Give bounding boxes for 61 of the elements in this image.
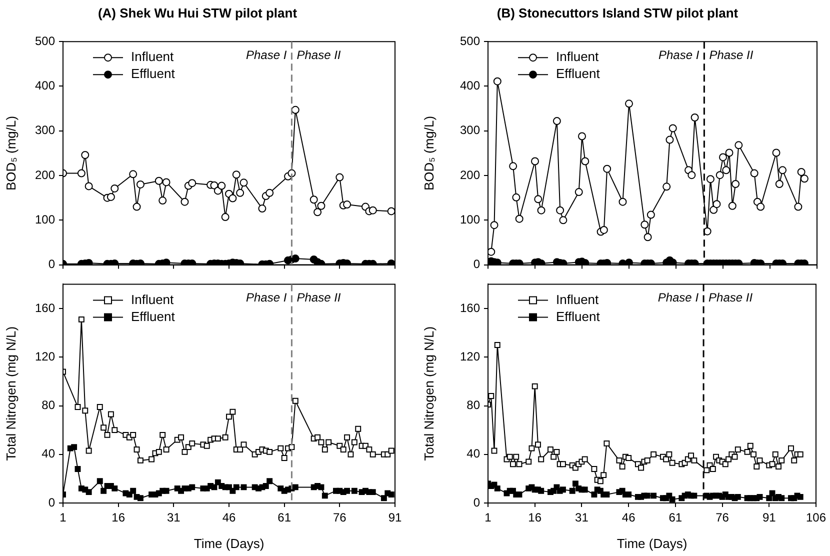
legend-label: Effluent: [556, 308, 600, 324]
annotation: Phase II: [708, 290, 754, 305]
x-tick-label: 1: [60, 510, 67, 525]
x-tick-label: 106: [806, 510, 826, 525]
x-tick-label: 46: [222, 510, 236, 525]
chart-title: (B) Stonecuttors Island STW pilot plant: [496, 5, 739, 20]
legend-label: Influent: [131, 49, 174, 64]
x-axis-title: Time (Days): [194, 536, 264, 551]
y-tick-label: 40: [42, 446, 56, 461]
x-axis-title: Time (Days): [616, 536, 688, 551]
legend-label: Influent: [131, 292, 174, 307]
x-tick-label: 16: [112, 510, 126, 525]
y-tick-label: 80: [466, 398, 480, 412]
x-tick-label: 91: [762, 510, 776, 525]
x-tick-label: 46: [622, 510, 636, 525]
annotation: Phase I: [246, 290, 288, 305]
legend-label: Effluent: [131, 66, 176, 82]
y-axis-title: BOD₅ (mg/L): [421, 116, 436, 190]
x-tick-label: 76: [716, 510, 730, 525]
y-tick-label: 80: [42, 398, 56, 412]
x-tick-label: 61: [668, 510, 682, 525]
y-tick-label: 0: [48, 495, 56, 510]
y-tick-label: 0: [48, 257, 56, 272]
y-tick-label: 100: [34, 212, 56, 226]
y-tick-label: 100: [460, 212, 480, 226]
y-tick-label: 400: [460, 78, 480, 93]
y-tick-label: 120: [34, 349, 56, 364]
x-tick-label: 31: [575, 510, 589, 525]
x-tick-label: 16: [528, 510, 542, 525]
y-tick-label: 500: [34, 34, 56, 48]
annotation: Phase I: [658, 48, 700, 62]
y-tick-label: 300: [460, 123, 480, 138]
x-tick-label: 1: [484, 510, 492, 525]
y-tick-label: 160: [460, 300, 480, 315]
y-tick-label: 400: [34, 78, 56, 93]
x-tick-label: 31: [166, 510, 181, 525]
x-tick-label: 91: [388, 510, 402, 525]
y-tick-label: 0: [473, 257, 480, 272]
y-axis-title: BOD₅ (mg/L): [3, 116, 18, 190]
x-tick-label: 61: [278, 510, 292, 525]
legend-label: Influent: [556, 292, 600, 307]
annotation: Phase II: [709, 48, 754, 62]
annotation: Phase I: [658, 290, 700, 305]
y-tick-label: 160: [34, 300, 56, 315]
legend-label: Effluent: [556, 66, 600, 82]
annotation: Phase II: [296, 48, 342, 62]
annotation: Phase II: [296, 290, 342, 305]
y-tick-label: 40: [466, 446, 480, 461]
y-tick-label: 120: [460, 349, 480, 364]
y-tick-label: 0: [473, 495, 480, 510]
y-tick-label: 500: [460, 34, 480, 48]
legend-label: Effluent: [131, 308, 176, 324]
y-axis-title: Total Nitrogen (mg N/L): [3, 326, 18, 461]
legend-label: Influent: [556, 49, 600, 64]
chart-title: (A) Shek Wu Hui STW pilot plant: [98, 5, 298, 20]
annotation: Phase I: [246, 48, 288, 62]
x-tick-label: 76: [332, 510, 347, 525]
y-tick-label: 300: [34, 123, 56, 138]
y-tick-label: 200: [460, 168, 480, 182]
y-tick-label: 200: [34, 168, 56, 182]
y-axis-title: Total Nitrogen (mg N/L): [421, 326, 436, 461]
